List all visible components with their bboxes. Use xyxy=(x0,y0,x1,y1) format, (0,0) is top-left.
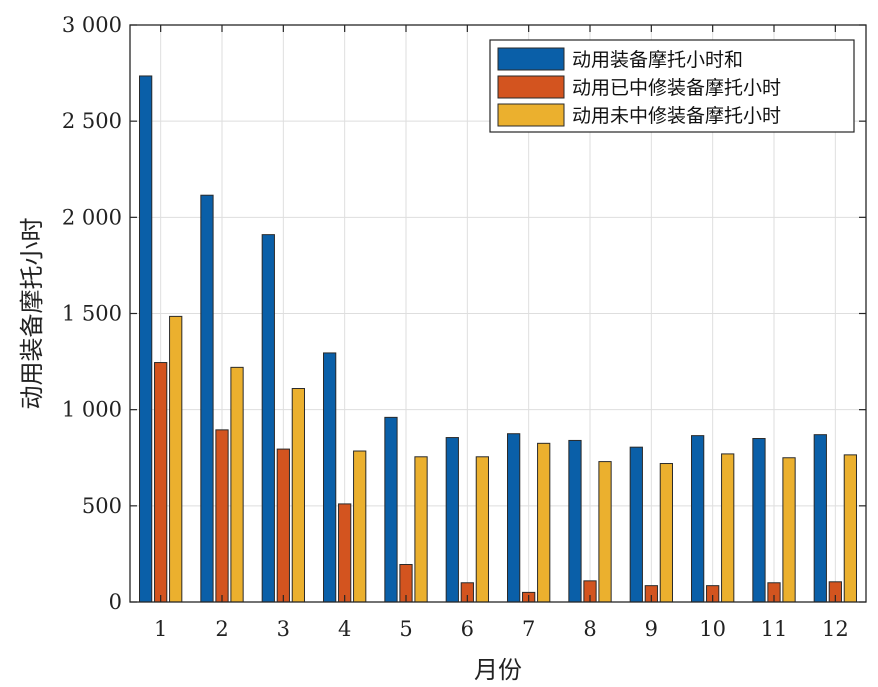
y-tick-label: 1 000 xyxy=(62,398,122,422)
y-tick-label: 2 000 xyxy=(62,205,122,229)
bar-series-1 xyxy=(139,75,153,603)
y-tick-label: 3 000 xyxy=(62,13,122,37)
x-tick-label: 3 xyxy=(277,617,290,641)
bar-series-3 xyxy=(353,450,367,603)
x-tick-label: 7 xyxy=(522,617,535,641)
bar-series-1 xyxy=(384,416,398,603)
bar-series-2 xyxy=(215,429,229,603)
x-tick-label: 4 xyxy=(338,617,351,641)
x-tick-label: 11 xyxy=(761,617,788,641)
y-tick-label: 500 xyxy=(82,494,122,518)
bar-series-3 xyxy=(169,315,183,603)
bar-series-3 xyxy=(291,388,305,603)
legend-swatch-2 xyxy=(497,75,565,99)
x-tick-label: 12 xyxy=(822,617,849,641)
x-tick-label: 2 xyxy=(215,617,228,641)
bar-series-1 xyxy=(323,352,337,603)
x-tick-label: 6 xyxy=(461,617,474,641)
legend-label-1: 动用装备摩托小时和 xyxy=(572,49,743,71)
y-tick-label: 2 500 xyxy=(62,109,122,133)
y-tick-label: 1 500 xyxy=(62,302,122,326)
bar-series-3 xyxy=(782,457,796,603)
bar-series-1 xyxy=(629,446,643,603)
x-axis-title: 月份 xyxy=(474,656,522,684)
bar-series-2 xyxy=(276,448,290,603)
x-tick-label: 1 xyxy=(154,617,167,641)
bar-series-1 xyxy=(507,433,521,603)
bar-series-1 xyxy=(813,434,827,603)
bar-series-3 xyxy=(843,454,857,603)
bar-series-3 xyxy=(721,453,735,603)
y-tick-label: 0 xyxy=(109,590,122,614)
x-tick-label: 10 xyxy=(699,617,726,641)
x-tick-label: 8 xyxy=(583,617,596,641)
bar-series-3 xyxy=(537,442,551,603)
legend-swatch-3 xyxy=(497,103,565,127)
bar-series-1 xyxy=(200,194,214,603)
bar-series-3 xyxy=(475,456,489,603)
legend-swatch-1 xyxy=(497,47,565,71)
bar-series-3 xyxy=(598,461,612,603)
legend-label-2: 动用已中修装备摩托小时 xyxy=(572,77,781,99)
bar-series-1 xyxy=(445,437,459,603)
y-axis-title: 动用装备摩托小时 xyxy=(18,218,46,410)
bar-series-1 xyxy=(691,435,705,603)
bar-series-2 xyxy=(154,362,168,603)
bar-series-1 xyxy=(261,234,275,603)
bars xyxy=(139,75,857,603)
x-tick-label: 5 xyxy=(399,617,412,641)
bar-series-3 xyxy=(414,456,428,603)
bar-series-3 xyxy=(230,366,244,603)
bar-series-3 xyxy=(659,463,673,603)
legend-label-3: 动用未中修装备摩托小时 xyxy=(572,105,781,127)
bar-series-1 xyxy=(752,438,766,603)
bar-series-2 xyxy=(338,503,352,603)
x-tick-label: 9 xyxy=(645,617,658,641)
bar-series-1 xyxy=(568,439,582,603)
